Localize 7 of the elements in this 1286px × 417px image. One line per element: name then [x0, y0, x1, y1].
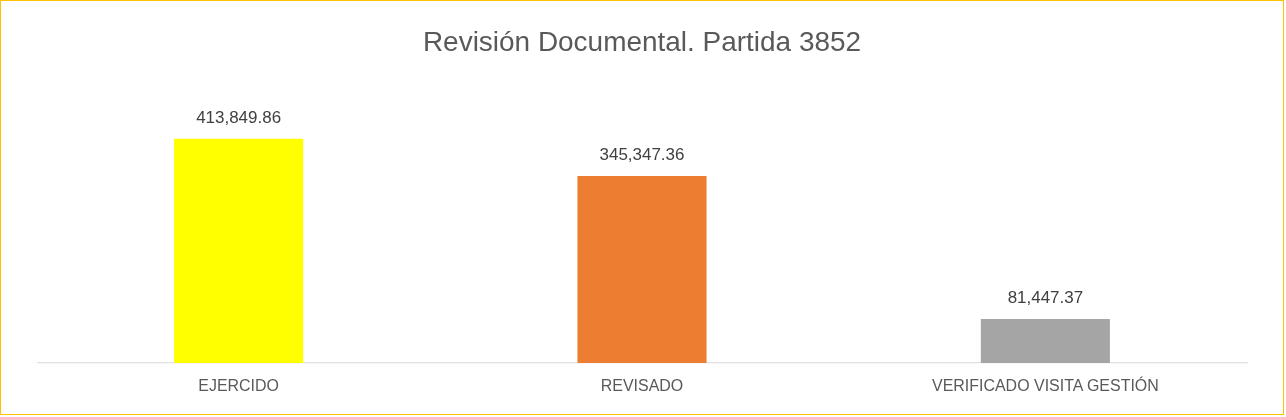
data-label: 413,849.86 [196, 108, 282, 128]
x-tick-label: EJERCIDO [198, 376, 279, 394]
x-tick-label: VERIFICADO VISITA GESTIÓN [931, 375, 1159, 394]
x-tick-label: REVISADO [600, 376, 684, 394]
data-label: 345,347.36 [599, 145, 685, 165]
data-label: 81,447.37 [1007, 288, 1084, 308]
chart-title: Revisión Documental. Partida 3852 [422, 26, 862, 58]
